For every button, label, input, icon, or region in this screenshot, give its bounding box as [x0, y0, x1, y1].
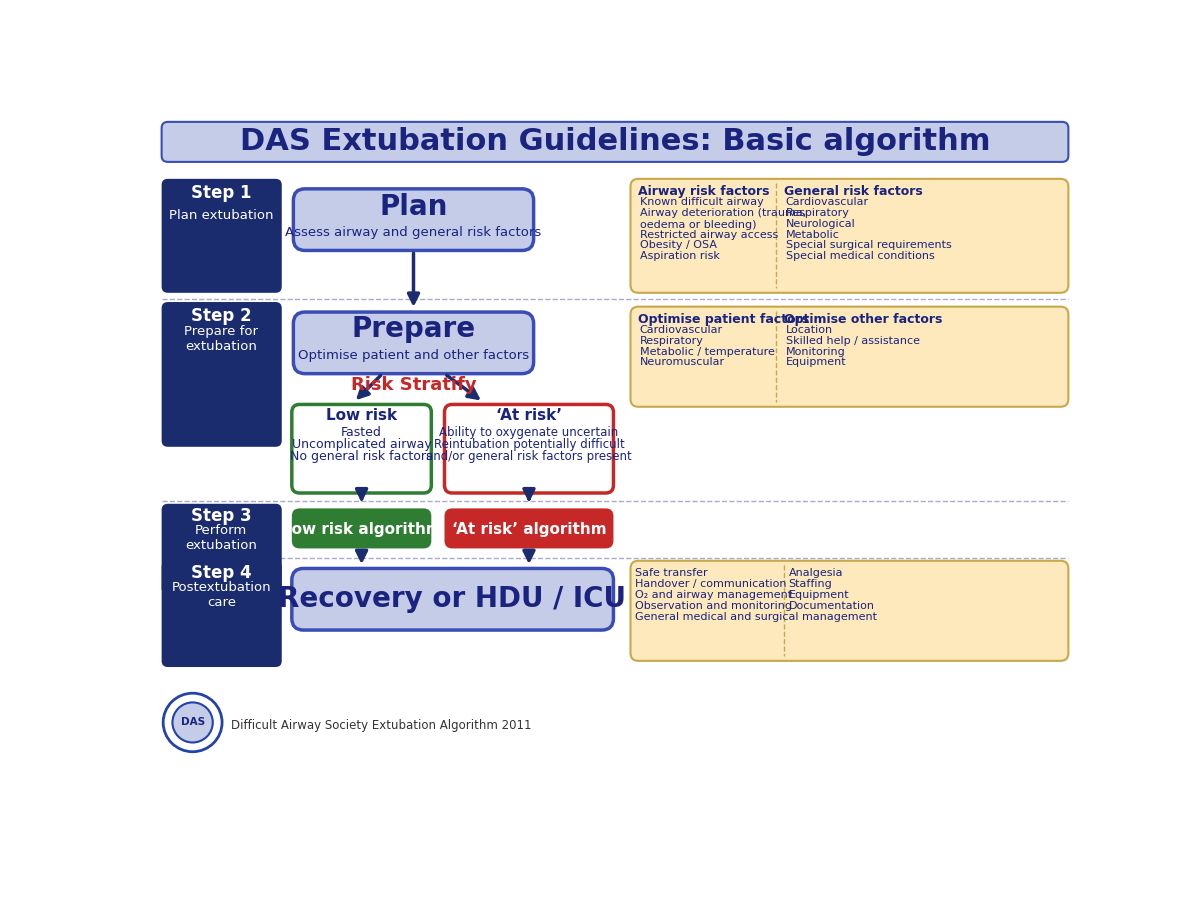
FancyBboxPatch shape [293, 189, 534, 250]
Text: Cardiovascular: Cardiovascular [640, 325, 722, 335]
Text: Neurological: Neurological [786, 219, 856, 229]
Text: Optimise other factors: Optimise other factors [784, 313, 942, 326]
Text: Optimise patient and other factors: Optimise patient and other factors [298, 349, 529, 363]
Text: Analgesia: Analgesia [788, 569, 844, 579]
Text: Location: Location [786, 325, 833, 335]
Text: O₂ and airway management: O₂ and airway management [635, 590, 792, 600]
Text: Fasted: Fasted [341, 427, 382, 439]
Text: ‘At risk’: ‘At risk’ [496, 409, 562, 424]
Text: Equipment: Equipment [788, 590, 850, 600]
Text: Metabolic / temperature: Metabolic / temperature [640, 346, 775, 356]
FancyBboxPatch shape [630, 561, 1068, 661]
Text: Handover / communication: Handover / communication [635, 580, 787, 590]
Text: Risk Stratify: Risk Stratify [350, 376, 476, 394]
Text: Staffing: Staffing [788, 580, 833, 590]
Text: ‘At risk’ algorithm: ‘At risk’ algorithm [451, 523, 606, 537]
Text: Safe transfer: Safe transfer [635, 569, 708, 579]
FancyBboxPatch shape [293, 312, 534, 373]
Text: Assess airway and general risk factors: Assess airway and general risk factors [286, 226, 541, 239]
Text: Monitoring: Monitoring [786, 346, 845, 356]
FancyBboxPatch shape [162, 302, 282, 446]
FancyBboxPatch shape [162, 122, 1068, 162]
Text: DAS Extubation Guidelines: Basic algorithm: DAS Extubation Guidelines: Basic algorit… [240, 128, 990, 157]
Text: Recovery or HDU / ICU: Recovery or HDU / ICU [278, 585, 626, 613]
Text: Step 2: Step 2 [191, 307, 252, 325]
Text: Low risk algorithm: Low risk algorithm [282, 523, 442, 537]
FancyBboxPatch shape [630, 179, 1068, 292]
Text: Perform
extubation: Perform extubation [185, 524, 257, 552]
Text: Known difficult airway: Known difficult airway [640, 197, 763, 207]
Text: Aspiration risk: Aspiration risk [640, 251, 720, 261]
FancyBboxPatch shape [444, 404, 613, 493]
Text: Respiratory: Respiratory [786, 208, 850, 218]
FancyBboxPatch shape [162, 561, 282, 667]
Text: General medical and surgical management: General medical and surgical management [635, 612, 877, 622]
FancyBboxPatch shape [630, 307, 1068, 407]
Text: Observation and monitoring: Observation and monitoring [635, 601, 792, 611]
FancyBboxPatch shape [162, 179, 282, 292]
Text: Restricted airway access: Restricted airway access [640, 230, 778, 239]
Text: Step 1: Step 1 [191, 184, 252, 202]
Text: and/or general risk factors present: and/or general risk factors present [426, 450, 632, 464]
Text: Documentation: Documentation [788, 601, 875, 611]
Text: Prepare for
extubation: Prepare for extubation [185, 325, 258, 353]
FancyBboxPatch shape [292, 569, 613, 630]
Text: General risk factors: General risk factors [784, 185, 923, 198]
Text: Step 4: Step 4 [191, 564, 252, 582]
FancyBboxPatch shape [292, 404, 431, 493]
Text: Step 3: Step 3 [191, 507, 252, 525]
Text: Optimise patient factors: Optimise patient factors [638, 313, 809, 326]
FancyBboxPatch shape [444, 508, 613, 548]
Text: Prepare: Prepare [352, 315, 475, 343]
Text: Special surgical requirements: Special surgical requirements [786, 240, 952, 250]
FancyBboxPatch shape [292, 508, 431, 548]
Text: Plan extubation: Plan extubation [169, 210, 274, 222]
Circle shape [173, 702, 212, 742]
Text: Postextubation
care: Postextubation care [172, 580, 271, 608]
Text: Skilled help / assistance: Skilled help / assistance [786, 336, 919, 346]
Text: Special medical conditions: Special medical conditions [786, 251, 935, 261]
Text: Neuromuscular: Neuromuscular [640, 357, 725, 367]
Text: Airway deterioration (trauma,
oedema or bleeding): Airway deterioration (trauma, oedema or … [640, 208, 806, 230]
Text: Reintubation potentially difficult: Reintubation potentially difficult [433, 438, 624, 451]
Text: Difficult Airway Society Extubation Algorithm 2011: Difficult Airway Society Extubation Algo… [232, 718, 532, 732]
Text: No general risk factors: No general risk factors [290, 449, 433, 463]
Text: Respiratory: Respiratory [640, 336, 703, 346]
Circle shape [163, 693, 222, 752]
Text: Equipment: Equipment [786, 357, 846, 367]
FancyBboxPatch shape [162, 504, 282, 595]
FancyBboxPatch shape [150, 108, 1080, 801]
Text: Airway risk factors: Airway risk factors [638, 185, 769, 198]
Text: Uncomplicated airway: Uncomplicated airway [292, 438, 432, 451]
Text: Metabolic: Metabolic [786, 230, 839, 239]
Text: Cardiovascular: Cardiovascular [786, 197, 869, 207]
Text: Plan: Plan [379, 193, 448, 220]
Text: Ability to oxygenate uncertain: Ability to oxygenate uncertain [439, 426, 619, 438]
Text: Low risk: Low risk [326, 409, 397, 424]
Text: DAS: DAS [180, 717, 205, 727]
Text: Obesity / OSA: Obesity / OSA [640, 240, 716, 250]
